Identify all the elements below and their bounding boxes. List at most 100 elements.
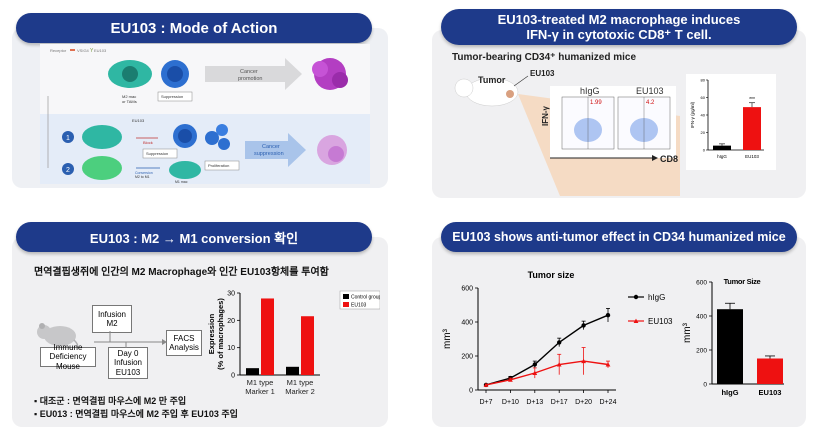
tumor-line-point-0-4 (581, 323, 586, 328)
infusion-m2-box: Infusion M2 (92, 305, 132, 333)
tumor-label: Tumor (478, 75, 506, 85)
proliferation-box (204, 160, 240, 171)
tumor-line-point-1-4 (581, 358, 586, 364)
block-label: Block (143, 140, 153, 145)
tumor-bar-0 (717, 309, 743, 384)
tumor-title: EU103 shows anti-tumor effect in CD34 hu… (441, 222, 797, 252)
conversion-label-1: Conversion (135, 171, 153, 175)
tumor-line-xtick-label-3: D+17 (551, 399, 568, 406)
conversion-label-2: M2 to M1 (135, 175, 150, 179)
tumor-line-xtick-label-4: D+20 (575, 399, 592, 406)
tumor-line-legend-label-0: hIgG (648, 293, 665, 302)
tumor-line-xtick-label-2: D+13 (526, 399, 543, 406)
tumor-bar-ylabel: mm³ (682, 322, 693, 343)
tumor-line-ytick-label-2: 400 (461, 320, 473, 327)
tumor-bar-title: Tumor Size (724, 277, 761, 286)
m2m1-heading: 면역결핍생쥐에 인간의 M2 Macrophage와 인간 EU103항체를 투… (34, 267, 329, 278)
pct-2: 4.2 (646, 100, 655, 106)
m1-xtick-1-0: M1 type (287, 378, 314, 387)
ifn-mini-bg (686, 74, 776, 170)
tumor-line-xtick-label-0: D+7 (479, 399, 492, 406)
ifn-mini-ytick-label-4: 80 (701, 78, 706, 83)
infusion-m2-line2: M2 (106, 319, 118, 328)
suppression-box-bottom (142, 148, 178, 159)
mouse-icon (37, 323, 79, 348)
m1-ytick-label-1: 10 (227, 345, 235, 352)
day0-line2: Infusion (113, 358, 143, 368)
legend-vsig4: VSIG4 (77, 48, 90, 53)
moa-legend: Receptor VSIG4 Y EU103 (50, 48, 107, 54)
flow-x-arrowhead (652, 155, 658, 161)
mouse-label-2: Deficiency Mouse (49, 352, 87, 371)
step1-text: 1 (66, 135, 70, 142)
tumor-line-point-1-0 (483, 382, 489, 387)
ifn-mini-ytick-label-0: 0 (703, 148, 706, 153)
ifn-mini-bar-1 (743, 107, 761, 150)
day0-line3: EU103 (115, 367, 141, 377)
promotion-arrow (205, 58, 302, 90)
tumor-line-point-0-3 (557, 340, 562, 345)
pct-1: 1.99 (590, 100, 602, 106)
tumor-dot (506, 90, 514, 98)
cancer-suppression-label-1: Cancer (262, 144, 280, 150)
tumor-line-ytick-label-3: 600 (461, 286, 473, 293)
m1-marker-chart: 0 10 20 30 Expression (% of macrophages) M1 ty… (207, 291, 380, 396)
proliferating-cell-b (216, 124, 228, 136)
eu103-bottom-label: EU103 (132, 118, 145, 123)
m1-bar-0-0 (246, 368, 259, 375)
flow-x-axis: CD8 (660, 154, 678, 164)
legend-eu103: EU103 (94, 48, 107, 53)
tumor-line-title: Tumor size (528, 270, 575, 280)
eu103-pointer (513, 75, 529, 87)
mouse-label-1: Immune (53, 343, 83, 353)
ifn-mini-ytick-label-1: 20 (701, 130, 706, 135)
m1-ytick-label-3: 30 (227, 291, 235, 298)
tumor-line-series-0 (485, 314, 609, 386)
ifn-mini-chart: 0 20 40 60 80 IFN-γ (pg/ml) hIgG EU103 *** (686, 74, 776, 170)
ifn-mini-ytick-label-2: 40 (701, 113, 706, 118)
promotion-label-2: promotion (238, 76, 262, 82)
tumor-bar-ytick-label-3: 600 (696, 280, 707, 287)
day0-box: Day 0 Infusion EU103 (108, 347, 148, 379)
m1-legend-label-1: EU103 (351, 303, 367, 309)
m1-legend-swatch-1 (343, 302, 349, 307)
promotion-label-1: Cancer (240, 69, 258, 75)
m1-mac-label: M1 mac (175, 180, 188, 184)
m1-ytick-label-2: 20 (227, 318, 235, 325)
tumor-line-legend-marker-0 (633, 294, 639, 300)
suppression-top-label: Suppression (161, 94, 183, 99)
m2m1-title: EU103 : M2 → M1 conversion 확인 (16, 222, 372, 252)
mouse-head (454, 78, 474, 98)
proliferating-cell-a (205, 131, 219, 145)
group1-label: hIgG (580, 86, 600, 96)
facs-line1: FACS (173, 333, 195, 343)
m1-ylabel-1: (% of macrophages) (216, 298, 225, 370)
m1-xtick-1-1: Marker 2 (285, 387, 315, 396)
m2-cell-label-2: or TAMs (122, 99, 137, 104)
m2-nucleus (122, 66, 138, 82)
ifn-mini-xtick-label-1: EU103 (745, 154, 759, 159)
legend-eu103-mark: Y (90, 48, 94, 54)
tumor-bar-xtick-label-0: hIgG (721, 388, 738, 397)
tumor-bar-xtick-label-1: EU103 (759, 388, 782, 397)
flow-y-axis: IFN-γ (541, 105, 550, 126)
ifn-title: EU103-treated M2 macrophage induces IFN-… (441, 9, 797, 45)
t-cell-top-nucleus (167, 66, 183, 82)
immune-deficiency-mouse-box: Immune Deficiency Mouse (40, 343, 96, 371)
ifn-flow-figure: Tumor EU103 hIgG EU103 1.99 4.2 IFN-γ CD… (454, 69, 680, 196)
legend-vsig4-mark (70, 49, 75, 51)
tumor-line-point-1-5 (605, 362, 611, 367)
eu103-pointer-label: EU103 (530, 69, 555, 78)
tumor-top-c (332, 72, 348, 88)
tumor-line-xtick-label-1: D+10 (502, 399, 519, 406)
suppression-arrow (245, 133, 306, 167)
moa-diagram: Receptor VSIG4 Y EU103 M2 mac or TAMs Su… (40, 44, 370, 184)
ifn-mini-ytick-label-3: 60 (701, 95, 706, 100)
tumor-top-b (312, 61, 328, 77)
tumor-line-xtick-label-5: D+24 (600, 399, 617, 406)
tumor-line-point-1-1 (508, 377, 513, 382)
ifn-mini-ylabel: IFN-γ (pg/ml) (690, 101, 695, 128)
suppression-box-top (157, 91, 193, 102)
tumor-line-point-1-3 (556, 362, 562, 367)
m1-ylabel-0: Expression (207, 313, 216, 354)
